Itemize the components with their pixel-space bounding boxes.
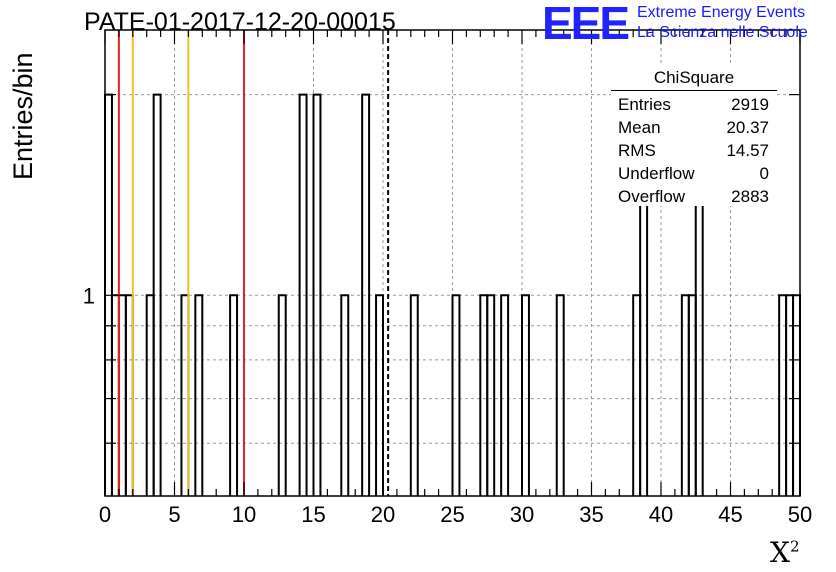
y-axis-label: Entries/bin bbox=[8, 52, 38, 180]
stats-value: 2883 bbox=[731, 187, 769, 206]
stats-row: Overflow 2883 bbox=[611, 185, 777, 208]
histogram-bin bbox=[194, 294, 204, 496]
x-tick-label: 5 bbox=[168, 502, 180, 527]
histogram-bin bbox=[409, 294, 419, 496]
stats-label: Entries bbox=[618, 95, 671, 114]
histogram-bin bbox=[521, 294, 530, 496]
x-tick-label: 0 bbox=[99, 502, 111, 527]
histogram-bin bbox=[229, 294, 239, 496]
logo-line-1: Extreme Energy Events bbox=[637, 4, 806, 21]
grid-lines bbox=[105, 30, 800, 496]
x-tick-label: 50 bbox=[788, 502, 812, 527]
x-tick-label: 10 bbox=[232, 502, 256, 527]
eee-logo: EEE bbox=[542, 0, 630, 49]
x-tick-label: 30 bbox=[510, 502, 534, 527]
stats-row: Mean 20.37 bbox=[611, 116, 777, 139]
stats-box: ChiSquare Entries 2919 Mean 20.37 RMS 14.57… bbox=[611, 66, 777, 206]
histogram-bin bbox=[500, 294, 510, 496]
histogram-bin bbox=[361, 93, 371, 496]
histogram-bin bbox=[375, 294, 384, 496]
reference-lines bbox=[117, 30, 390, 496]
x-tick-label: 35 bbox=[579, 502, 603, 527]
stats-title: ChiSquare bbox=[611, 66, 777, 91]
histogram-bin bbox=[486, 294, 496, 496]
x-axis-label-superscript: 2 bbox=[789, 537, 800, 556]
axes: 0 5 10 15 20 25 30 35 40 45 50 1 bbox=[83, 29, 812, 527]
stats-row: RMS 14.57 bbox=[611, 139, 777, 162]
x-tick-label: 40 bbox=[649, 502, 673, 527]
histogram-bin bbox=[312, 93, 322, 496]
histogram-bin bbox=[451, 294, 461, 496]
stats-label: Underflow bbox=[618, 164, 695, 183]
x-tick-label: 25 bbox=[440, 502, 464, 527]
chart-title: PATE-01-2017-12-20-00015 bbox=[84, 8, 396, 36]
histogram-bin bbox=[555, 294, 565, 496]
stats-value: 14.57 bbox=[726, 141, 769, 160]
y-tick-label: 1 bbox=[83, 283, 95, 308]
stats-label: RMS bbox=[618, 141, 656, 160]
x-axis-label-base: X bbox=[770, 536, 790, 569]
histogram-bin bbox=[152, 93, 162, 496]
x-tick-label: 15 bbox=[301, 502, 325, 527]
stats-label: Overflow bbox=[618, 187, 686, 206]
x-tick-label: 20 bbox=[371, 502, 395, 527]
x-axis-label: X2 bbox=[770, 536, 799, 569]
histogram-bin bbox=[298, 93, 308, 496]
histogram-bin bbox=[277, 294, 287, 496]
stats-value: 2919 bbox=[731, 95, 769, 114]
stats-label: Mean bbox=[618, 118, 661, 137]
histogram-bars bbox=[104, 93, 801, 496]
x-tick-label: 45 bbox=[718, 502, 742, 527]
stats-row: Entries 2919 bbox=[611, 93, 777, 116]
logo-line-2: La Scienza nelle Scuole bbox=[637, 24, 808, 41]
stats-value: 0 bbox=[759, 164, 769, 183]
histogram-bin bbox=[340, 294, 350, 496]
stats-row: Underflow 0 bbox=[611, 162, 777, 185]
stats-value: 20.37 bbox=[726, 118, 769, 137]
